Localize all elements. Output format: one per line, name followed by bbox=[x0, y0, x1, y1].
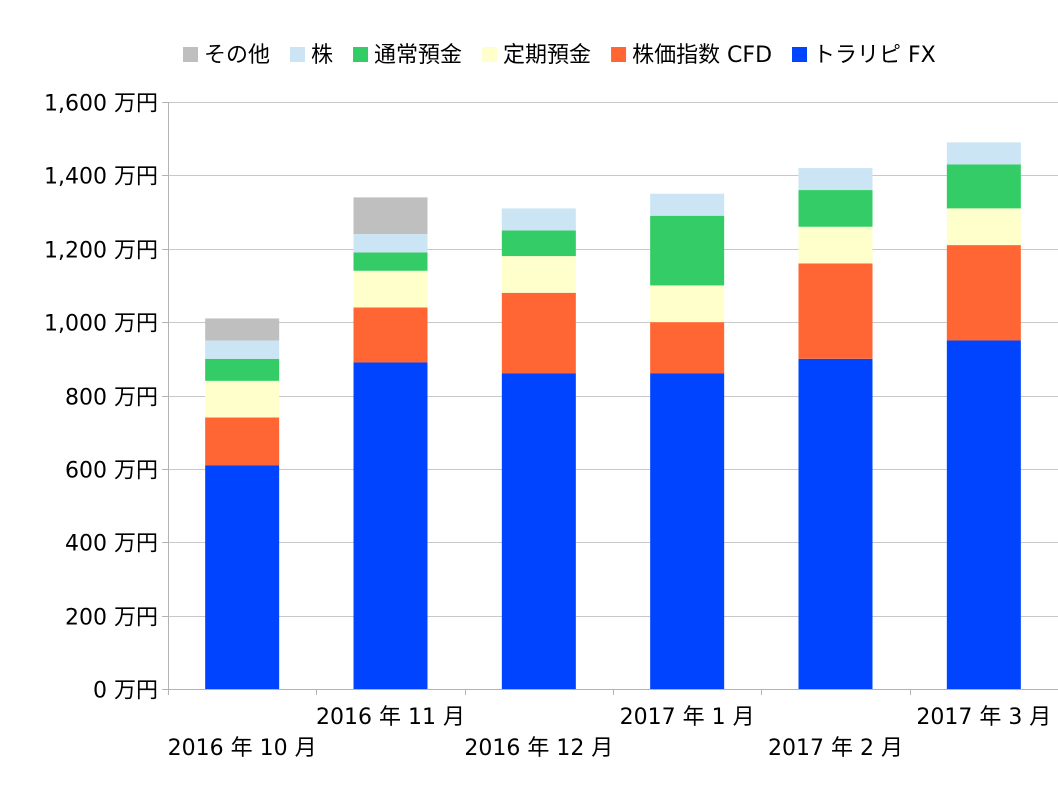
x-tick-label-4: 2017 年 2 月 bbox=[768, 736, 903, 761]
bar-segment-1-1 bbox=[353, 307, 428, 363]
legend-swatch-4 bbox=[611, 47, 627, 62]
bar-segment-4-4 bbox=[798, 168, 873, 191]
x-tick-label-5: 2017 年 3 月 bbox=[916, 705, 1051, 730]
legend-label-1: 株 bbox=[311, 43, 333, 68]
bar-segment-3-2 bbox=[650, 285, 725, 323]
legend-label-3: 定期預金 bbox=[503, 43, 591, 68]
bar-segment-3-4 bbox=[650, 193, 725, 216]
bar-segment-5-1 bbox=[946, 245, 1021, 341]
bar-segment-1-2 bbox=[353, 270, 428, 308]
legend-label-4: 株価指数 CFD bbox=[632, 43, 772, 68]
legend-swatch-1 bbox=[290, 47, 306, 62]
bar-segment-4-3 bbox=[798, 190, 873, 227]
bar-segment-1-4 bbox=[353, 234, 428, 253]
y-tick-label-1: 200 万円 bbox=[65, 606, 158, 631]
bar-segment-2-4 bbox=[501, 208, 576, 231]
y-tick-label-0: 0 万円 bbox=[93, 679, 158, 704]
bar-segment-4-2 bbox=[798, 226, 873, 264]
y-tick-label-8: 1,600 万円 bbox=[44, 92, 158, 117]
bar-segment-2-3 bbox=[501, 230, 576, 257]
legend-label-5: トラリピ FX bbox=[813, 43, 936, 68]
bar-segment-0-1 bbox=[205, 417, 280, 466]
bar-segment-3-0 bbox=[650, 373, 725, 689]
bar-segment-5-0 bbox=[946, 340, 1021, 689]
bar-segment-2-0 bbox=[501, 373, 576, 689]
y-tick-label-5: 1,000 万円 bbox=[44, 312, 158, 337]
y-tick-label-4: 800 万円 bbox=[65, 386, 158, 411]
bar-segment-1-5 bbox=[353, 197, 428, 235]
bar-segment-2-2 bbox=[501, 256, 576, 293]
bar-segment-0-4 bbox=[205, 340, 280, 359]
x-tick-label-2: 2016 年 12 月 bbox=[464, 736, 613, 761]
bar-segment-5-2 bbox=[946, 208, 1021, 246]
x-tick-label-1: 2016 年 11 月 bbox=[316, 705, 465, 730]
bar-segment-4-1 bbox=[798, 263, 873, 359]
bar-segment-2-1 bbox=[501, 292, 576, 374]
bar-segment-5-4 bbox=[946, 142, 1021, 165]
bar-segment-0-2 bbox=[205, 380, 280, 418]
y-tick-label-6: 1,200 万円 bbox=[44, 239, 158, 264]
x-tick-label-3: 2017 年 1 月 bbox=[620, 705, 755, 730]
bar-segment-3-3 bbox=[650, 215, 725, 286]
legend-label-0: その他 bbox=[204, 43, 270, 68]
legend-label-2: 通常預金 bbox=[374, 43, 462, 68]
bar-segment-5-3 bbox=[946, 164, 1021, 209]
legend-swatch-3 bbox=[482, 47, 498, 62]
legend-swatch-2 bbox=[353, 47, 369, 62]
bar-segment-0-0 bbox=[205, 465, 280, 689]
bar-segment-0-3 bbox=[205, 358, 280, 381]
bar-segment-3-1 bbox=[650, 322, 725, 374]
legend-swatch-5 bbox=[792, 47, 808, 62]
legend-swatch-0 bbox=[183, 47, 198, 62]
y-tick-label-3: 600 万円 bbox=[65, 459, 158, 484]
bar-segment-0-5 bbox=[205, 318, 280, 341]
y-tick-label-7: 1,400 万円 bbox=[44, 165, 158, 190]
y-tick-label-2: 400 万円 bbox=[65, 532, 158, 557]
bar-segment-1-3 bbox=[353, 252, 428, 271]
bar-segment-1-0 bbox=[353, 362, 428, 689]
bar-segment-4-0 bbox=[798, 358, 873, 689]
x-tick-label-0: 2016 年 10 月 bbox=[168, 736, 317, 761]
